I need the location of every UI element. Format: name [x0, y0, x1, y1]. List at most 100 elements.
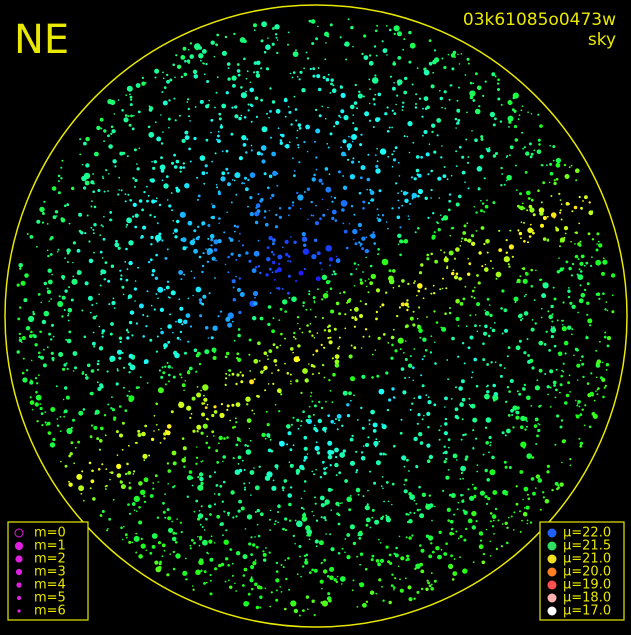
star [260, 39, 264, 43]
star [179, 330, 183, 334]
star [414, 280, 416, 282]
star [523, 221, 525, 224]
star [381, 258, 389, 266]
star [327, 208, 329, 211]
star [280, 591, 283, 593]
star [492, 123, 496, 127]
star [135, 532, 138, 535]
star [204, 406, 208, 409]
star [160, 142, 164, 145]
star [323, 471, 327, 476]
star [430, 197, 432, 199]
star [253, 29, 256, 31]
star [492, 201, 496, 205]
star [199, 155, 206, 161]
star [181, 323, 184, 326]
star [472, 99, 476, 102]
star [467, 346, 471, 350]
star [132, 215, 135, 218]
star [198, 362, 202, 366]
star [353, 262, 357, 265]
star [119, 340, 122, 344]
star [590, 372, 593, 375]
star [523, 351, 527, 355]
star [316, 332, 319, 334]
star [175, 54, 178, 57]
star [408, 218, 410, 220]
star [365, 517, 371, 523]
star [110, 407, 113, 410]
star [148, 105, 151, 108]
brightness-label: μ=17.0 [563, 604, 611, 619]
star [562, 324, 564, 326]
star [332, 372, 336, 377]
star [166, 280, 170, 283]
star [486, 390, 490, 394]
star [171, 450, 177, 456]
star [377, 218, 382, 223]
star [287, 43, 289, 46]
star [558, 192, 561, 195]
star [423, 96, 429, 101]
star [525, 505, 530, 510]
star [552, 286, 555, 289]
star [284, 529, 287, 532]
star [121, 109, 124, 112]
star [330, 78, 334, 82]
star [175, 188, 181, 193]
star [489, 327, 492, 329]
star [557, 484, 560, 487]
star [398, 306, 401, 309]
star [540, 201, 543, 204]
star [444, 417, 448, 421]
star [254, 296, 256, 299]
star [63, 309, 66, 311]
star [41, 319, 47, 325]
star [377, 117, 381, 121]
star [523, 311, 529, 316]
star [297, 123, 302, 127]
star [265, 67, 270, 71]
star [303, 455, 308, 460]
star [46, 421, 51, 426]
star [385, 371, 389, 375]
star [526, 209, 529, 212]
star [476, 166, 483, 172]
star [160, 375, 164, 379]
star [576, 363, 581, 368]
star [255, 545, 259, 549]
star [397, 56, 402, 60]
star [60, 304, 63, 307]
star [380, 517, 384, 520]
star [235, 515, 238, 518]
star [287, 31, 290, 34]
star [339, 292, 341, 295]
star [276, 388, 282, 394]
star [347, 18, 350, 21]
star [563, 340, 569, 346]
star [583, 288, 587, 292]
star [481, 560, 486, 565]
star [546, 164, 548, 167]
star [325, 280, 330, 285]
star [276, 184, 279, 187]
star [500, 184, 503, 187]
star [368, 423, 371, 425]
star [374, 29, 378, 33]
star [265, 44, 271, 50]
star [17, 317, 21, 321]
star [72, 241, 76, 245]
star [198, 559, 204, 566]
star [327, 487, 332, 492]
star [49, 237, 52, 241]
star [168, 126, 170, 129]
star [392, 328, 395, 331]
star [193, 74, 199, 79]
star [489, 313, 493, 318]
star [72, 351, 78, 356]
star [167, 365, 171, 369]
star [181, 458, 186, 463]
star [303, 191, 306, 193]
star [295, 468, 301, 474]
star [476, 470, 479, 473]
